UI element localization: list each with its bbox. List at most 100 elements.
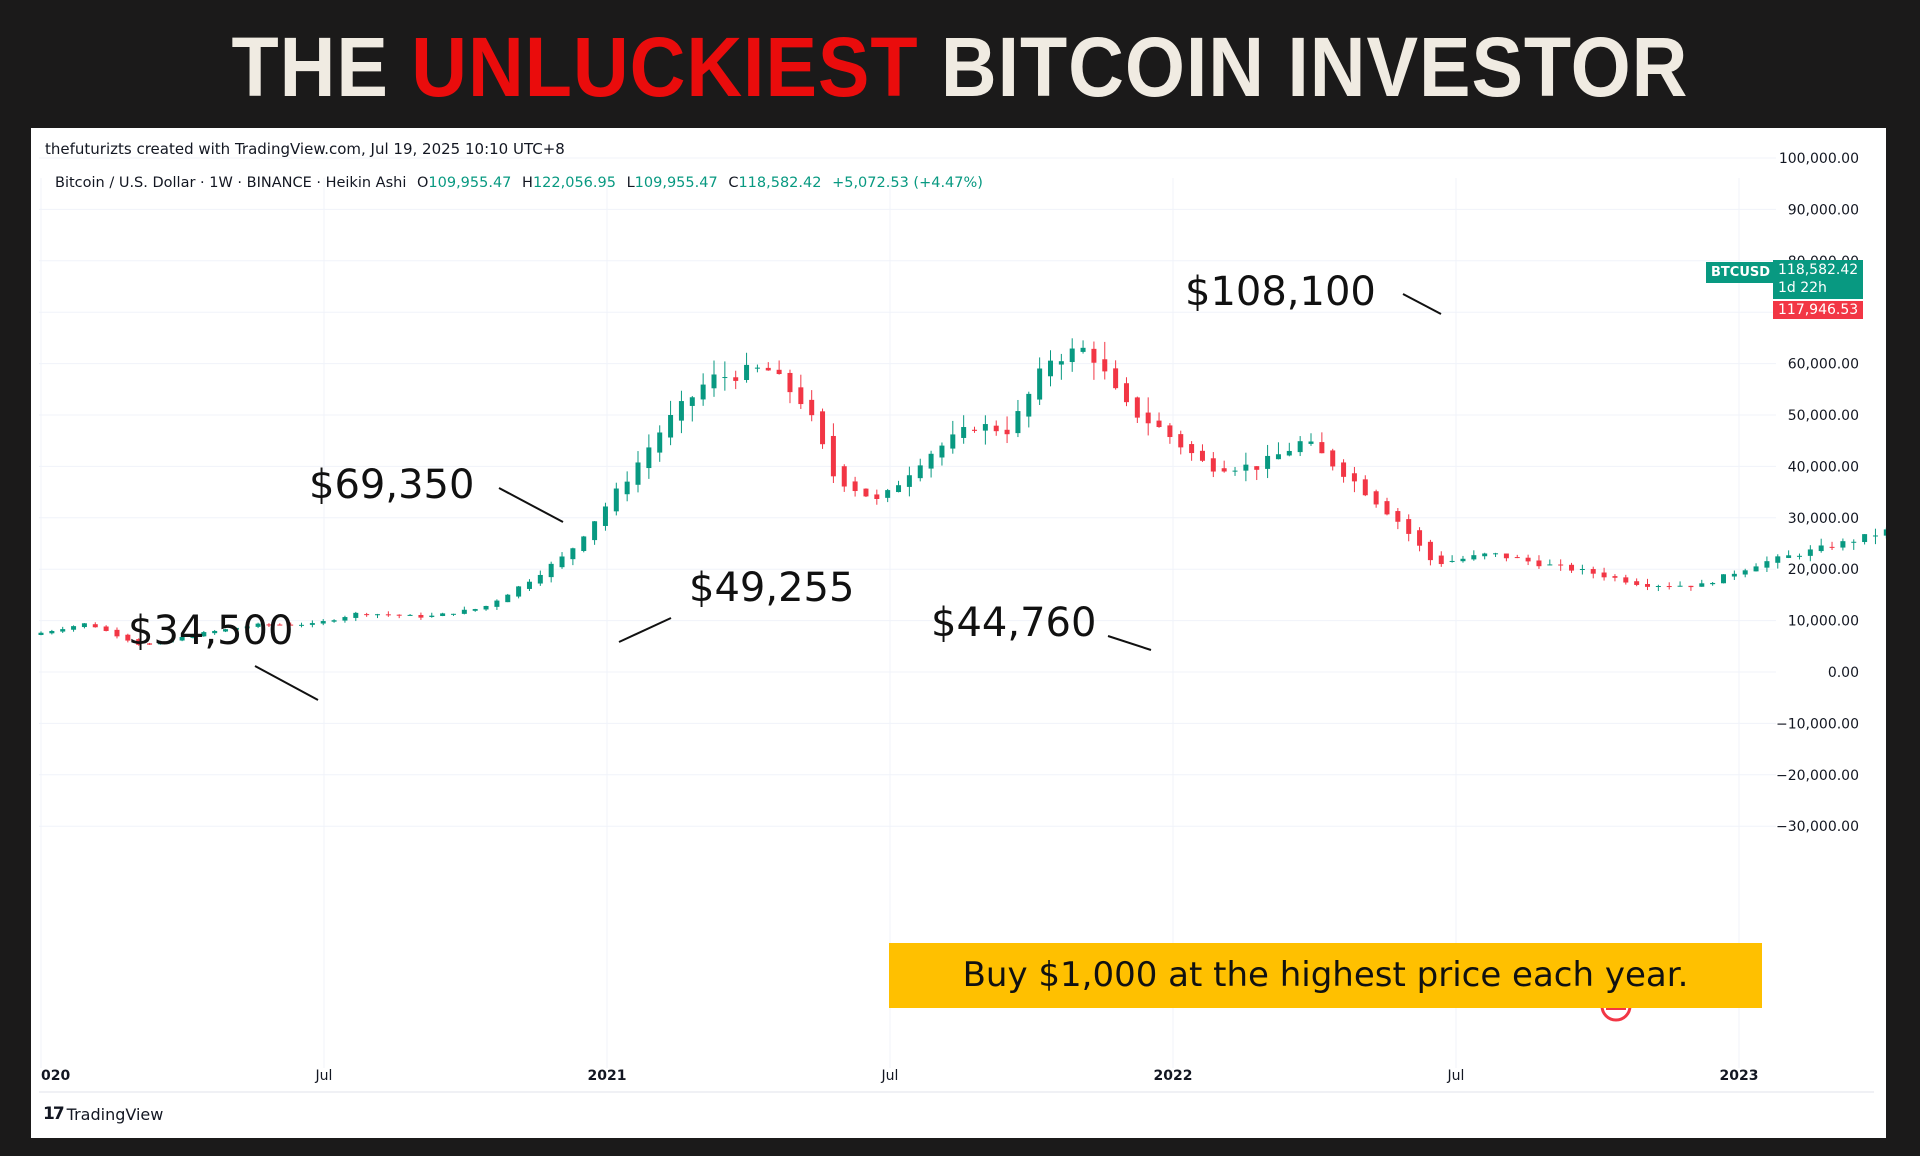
candle-body	[60, 629, 66, 632]
candle	[450, 613, 456, 616]
candle	[841, 464, 847, 492]
candle	[244, 624, 250, 631]
candle	[1645, 578, 1651, 591]
candle	[157, 640, 163, 645]
candle	[1243, 452, 1249, 482]
candle	[1286, 442, 1292, 457]
candle	[483, 605, 489, 611]
candle	[1569, 562, 1575, 573]
high-value: 122,056.95	[532, 175, 616, 191]
candle	[537, 570, 543, 586]
candle-body	[1601, 572, 1607, 578]
candle	[1688, 585, 1694, 591]
price-chart[interactable]: 130,000.00100,000.0090,000.0080,000.0070…	[31, 128, 1886, 1138]
candle	[896, 480, 902, 493]
candle	[906, 466, 912, 497]
low-value: 109,955.47	[634, 175, 718, 191]
candle	[38, 631, 44, 636]
candle-body	[1460, 558, 1466, 562]
candle-body	[201, 632, 207, 637]
x-tick-label: 2022	[1154, 1068, 1193, 1084]
tradingview-logo[interactable]: 17 TradingView	[43, 1104, 163, 1124]
candle-body	[1254, 466, 1260, 470]
candle	[1634, 578, 1640, 587]
candle-body	[288, 624, 294, 626]
candle-body	[711, 374, 717, 389]
candle	[1677, 581, 1683, 587]
candle-body	[624, 481, 630, 495]
annotation-leader	[254, 665, 319, 701]
candle-body	[81, 623, 87, 628]
candle	[678, 390, 684, 434]
candle-body	[613, 488, 619, 512]
candle	[754, 364, 760, 373]
candle-body	[776, 369, 782, 375]
candle-body	[49, 630, 55, 634]
candle-body	[461, 609, 467, 614]
candle	[1113, 360, 1119, 390]
candle-body	[1384, 501, 1390, 515]
candle	[1351, 466, 1357, 493]
candle-body	[38, 632, 44, 635]
candle-body	[1406, 519, 1412, 534]
candle	[299, 622, 305, 628]
candle-body	[429, 615, 435, 617]
candle-body	[798, 387, 804, 405]
open-value: 109,955.47	[428, 175, 512, 191]
page-banner-title: THE UNLUCKIEST BITCOIN INVESTOR	[77, 12, 1843, 122]
y-tick-label: 20,000.00	[1788, 562, 1859, 578]
candle	[1145, 397, 1151, 436]
candle-body	[559, 556, 565, 568]
candle	[1232, 466, 1238, 476]
candle	[1297, 436, 1303, 457]
candle-body	[1113, 368, 1119, 389]
candle-body	[592, 521, 598, 541]
candle	[223, 628, 229, 633]
candle-body	[1102, 359, 1108, 372]
candle	[374, 613, 380, 619]
candle-body	[255, 623, 261, 627]
candle	[1883, 527, 1886, 539]
candle	[1319, 432, 1325, 454]
candle	[1210, 452, 1216, 478]
y-tick-label: 30,000.00	[1788, 511, 1859, 527]
candle	[1655, 584, 1661, 592]
candle	[1189, 441, 1195, 461]
candle-body	[92, 624, 98, 628]
candle-body	[1720, 574, 1726, 584]
candle-body	[809, 399, 815, 416]
candle	[1069, 338, 1075, 372]
x-tick-label: 2023	[1720, 1068, 1759, 1084]
candle-body	[1775, 556, 1781, 563]
candle	[1308, 433, 1314, 446]
annotation-44760: $44,760	[931, 600, 1097, 646]
candle-body	[1351, 473, 1357, 482]
candle-body	[190, 635, 196, 638]
candle-body	[374, 614, 380, 616]
candle-body	[1232, 470, 1238, 472]
candle-body	[331, 620, 337, 622]
annotation-34500: $34,500	[128, 608, 294, 654]
candle-body	[1069, 348, 1075, 363]
candle-body	[1362, 479, 1368, 496]
candle	[1037, 357, 1043, 406]
candle	[1612, 574, 1618, 582]
candle-body	[993, 425, 999, 432]
candle	[809, 390, 815, 422]
candle	[114, 627, 120, 639]
candle-body	[472, 609, 478, 611]
candle-body	[1753, 566, 1759, 572]
candle	[624, 471, 630, 502]
candle-body	[1829, 546, 1835, 548]
candle-body	[537, 574, 543, 584]
candle	[385, 611, 391, 617]
candle	[820, 408, 826, 449]
candle-body	[1438, 555, 1444, 565]
candle-body	[657, 432, 663, 453]
symbol-description[interactable]: Bitcoin / U.S. Dollar · 1W · BINANCE · H…	[55, 175, 407, 191]
candle-body	[668, 414, 674, 438]
candle-body	[1764, 561, 1770, 568]
candle	[1384, 497, 1390, 516]
candle	[461, 606, 467, 615]
candle-body	[917, 465, 923, 479]
